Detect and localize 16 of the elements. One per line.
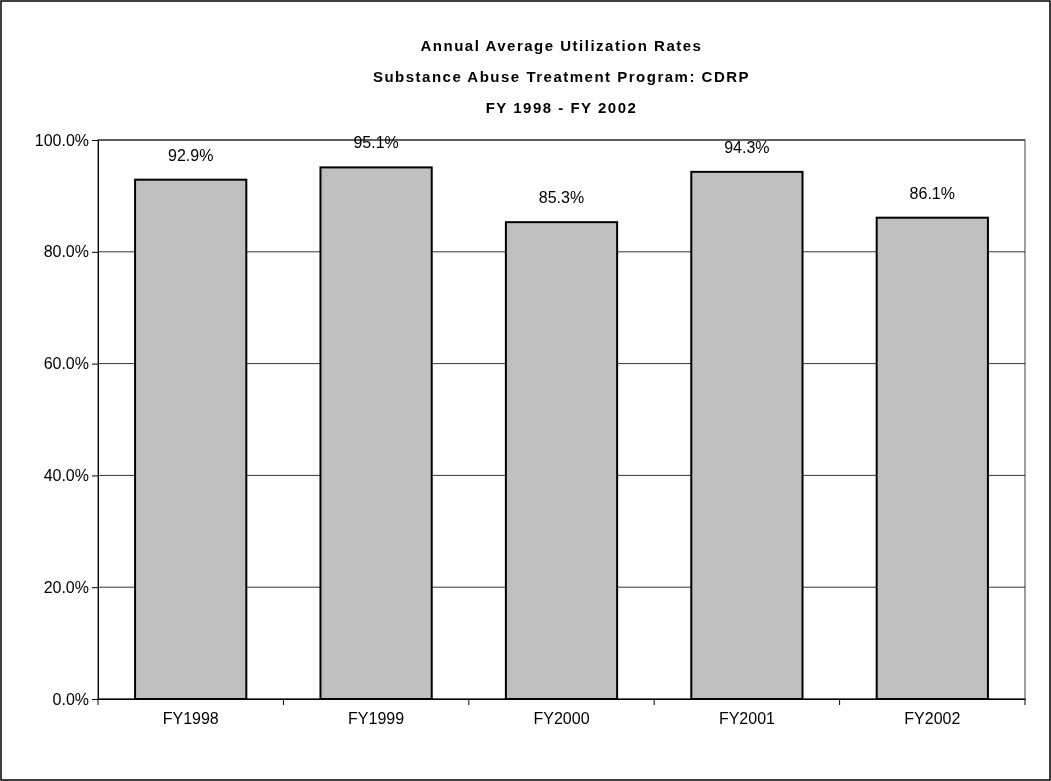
x-tick-label: FY1998 bbox=[162, 710, 219, 728]
y-tick-label: 20.0% bbox=[43, 578, 89, 596]
x-tick-label: FY2000 bbox=[533, 710, 590, 728]
y-tick-label: 40.0% bbox=[43, 467, 89, 485]
y-tick-label: 80.0% bbox=[43, 243, 89, 261]
chart-title: Annual Average Utilization Rates Substance Abuse Treatment Program: CDRP FY 1998 - FY 2002 bbox=[372, 37, 751, 116]
y-tick-label: 60.0% bbox=[43, 355, 89, 373]
x-tick-label: FY2002 bbox=[904, 710, 961, 728]
data-label: 94.3% bbox=[724, 138, 770, 156]
x-tick-label: FY1999 bbox=[348, 710, 405, 728]
y-tick-label: 100.0% bbox=[34, 131, 89, 149]
y-tick-label: 0.0% bbox=[52, 690, 89, 708]
data-label: 92.9% bbox=[168, 146, 214, 164]
data-label: 85.3% bbox=[538, 189, 585, 207]
data-label: 86.1% bbox=[909, 184, 955, 202]
x-tick-label: FY2001 bbox=[718, 710, 776, 728]
